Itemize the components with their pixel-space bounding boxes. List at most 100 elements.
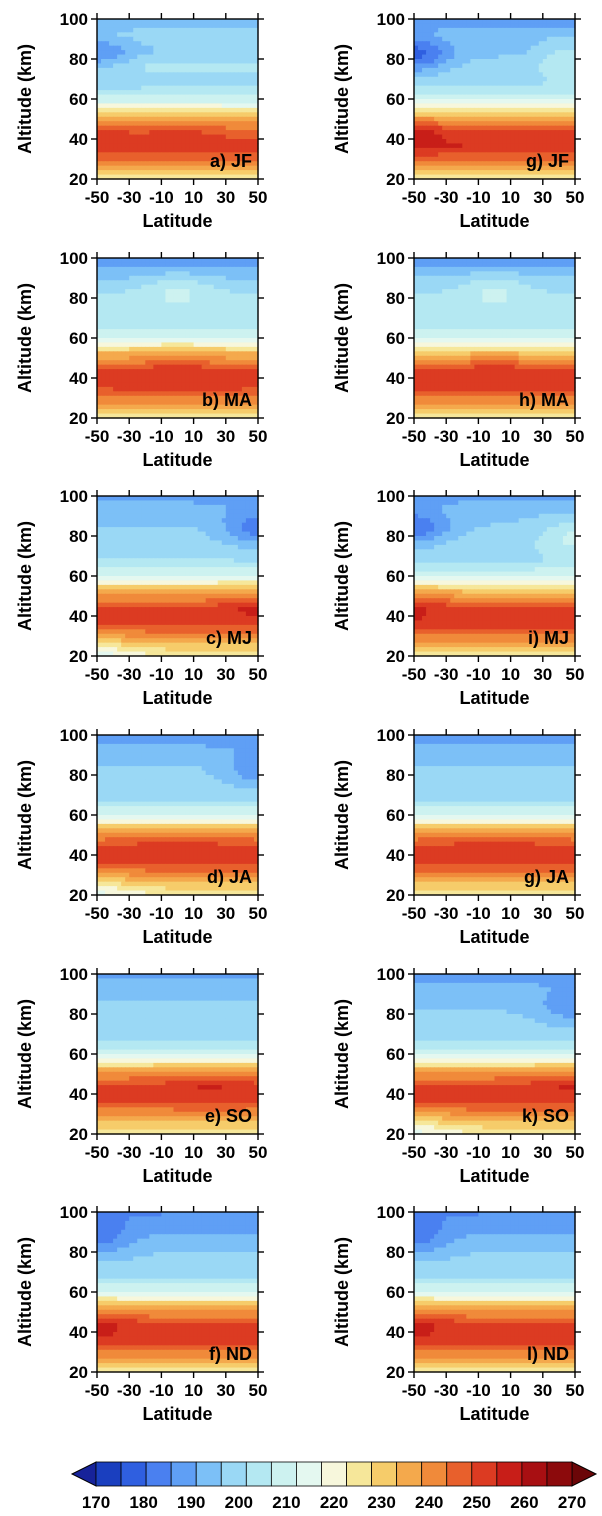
heatmap-cell: [241, 23, 247, 29]
heatmap-cell: [177, 320, 183, 326]
heatmap-cell: [161, 302, 167, 308]
heatmap-cell: [249, 81, 255, 87]
heatmap-cell: [121, 783, 126, 789]
heatmap-cell: [161, 642, 167, 648]
heatmap-cell: [253, 792, 259, 798]
heatmap-cell: [129, 107, 134, 113]
heatmap-cell: [221, 85, 227, 91]
heatmap-cell: [241, 262, 247, 268]
heatmap-cell: [221, 289, 227, 295]
heatmap-cell: [161, 94, 167, 100]
heatmap-cell: [185, 544, 191, 550]
heatmap-cell: [129, 735, 134, 741]
heatmap-cell: [181, 567, 187, 573]
heatmap-cell: [177, 27, 183, 33]
heatmap-cell: [153, 391, 158, 397]
heatmap-cell: [157, 504, 163, 510]
heatmap-cell: [221, 382, 227, 388]
heatmap-cell: [197, 527, 203, 533]
heatmap-cell: [189, 329, 195, 335]
heatmap-cell: [177, 156, 183, 162]
heatmap-cell: [149, 165, 154, 171]
heatmap-cell: [157, 170, 163, 176]
heatmap-cell: [201, 757, 207, 763]
heatmap-cell: [221, 752, 227, 758]
heatmap-cell: [201, 280, 207, 286]
heatmap-cell: [185, 271, 191, 277]
heatmap-cell: [189, 571, 195, 577]
heatmap-cell: [185, 400, 191, 406]
heatmap-cell: [237, 99, 243, 105]
heatmap-cell: [193, 333, 199, 339]
heatmap-cell: [153, 342, 158, 348]
heatmap-cell: [225, 72, 231, 78]
heatmap-cell: [161, 134, 167, 140]
heatmap-cell: [109, 298, 114, 304]
heatmap-cell: [217, 766, 223, 772]
heatmap-cell: [149, 152, 154, 158]
heatmap-cell: [245, 567, 251, 573]
heatmap-cell: [153, 302, 158, 308]
heatmap-cell: [145, 342, 150, 348]
heatmap-cell: [145, 607, 150, 613]
y-axis-label: Altitude (km): [15, 44, 35, 154]
heatmap-cell: [105, 147, 110, 153]
heatmap-cell: [229, 743, 235, 749]
heatmap-cell: [193, 107, 199, 113]
heatmap-cell: [245, 280, 251, 286]
heatmap-cell: [117, 369, 122, 375]
heatmap-cell: [189, 647, 195, 653]
heatmap-cell: [249, 36, 255, 42]
heatmap-cell: [125, 143, 130, 149]
heatmap-cell: [109, 788, 114, 794]
heatmap-cell: [217, 152, 223, 158]
heatmap-cell: [249, 284, 255, 290]
heatmap-cell: [101, 351, 106, 357]
heatmap-cell: [217, 329, 223, 335]
heatmap-cell: [173, 522, 179, 528]
heatmap-cell: [161, 518, 167, 524]
heatmap-cell: [133, 413, 138, 419]
heatmap-cell: [241, 54, 247, 60]
heatmap-cell: [145, 355, 150, 361]
heatmap-cell: [97, 134, 102, 140]
heatmap-cell: [209, 280, 215, 286]
heatmap-cell: [165, 333, 171, 339]
heatmap-cell: [125, 386, 130, 392]
heatmap-cell: [249, 642, 255, 648]
heatmap-cell: [177, 85, 183, 91]
heatmap-cell: [225, 576, 231, 582]
heatmap-cell: [145, 576, 150, 582]
heatmap-cell: [177, 333, 183, 339]
heatmap-cell: [181, 54, 187, 60]
heatmap-cell: [145, 36, 150, 42]
heatmap-cell: [149, 500, 154, 506]
heatmap-cell: [225, 562, 231, 568]
heatmap-cell: [169, 549, 175, 555]
heatmap-cell: [117, 156, 122, 162]
heatmap-cell: [245, 779, 251, 785]
heatmap-cell: [237, 373, 243, 379]
heatmap-cell: [205, 107, 211, 113]
heatmap-cell: [125, 629, 130, 635]
heatmap-cell: [213, 593, 219, 599]
heatmap-cell: [137, 589, 142, 595]
heatmap-cell: [249, 373, 255, 379]
heatmap-cell: [253, 338, 259, 344]
heatmap-cell: [201, 518, 207, 524]
heatmap-cell: [229, 27, 235, 33]
heatmap-cell: [129, 513, 134, 519]
heatmap-cell: [153, 306, 158, 312]
heatmap-cell: [101, 134, 106, 140]
heatmap-cell: [197, 266, 203, 272]
heatmap-cell: [121, 633, 126, 639]
heatmap-cell: [185, 45, 191, 51]
heatmap-cell: [217, 338, 223, 344]
heatmap-cell: [165, 130, 171, 136]
heatmap-cell: [185, 32, 191, 38]
heatmap-cell: [129, 593, 134, 599]
heatmap-cell: [193, 770, 199, 776]
heatmap-cell: [205, 165, 211, 171]
heatmap-cell: [245, 152, 251, 158]
heatmap-cell: [117, 81, 122, 87]
